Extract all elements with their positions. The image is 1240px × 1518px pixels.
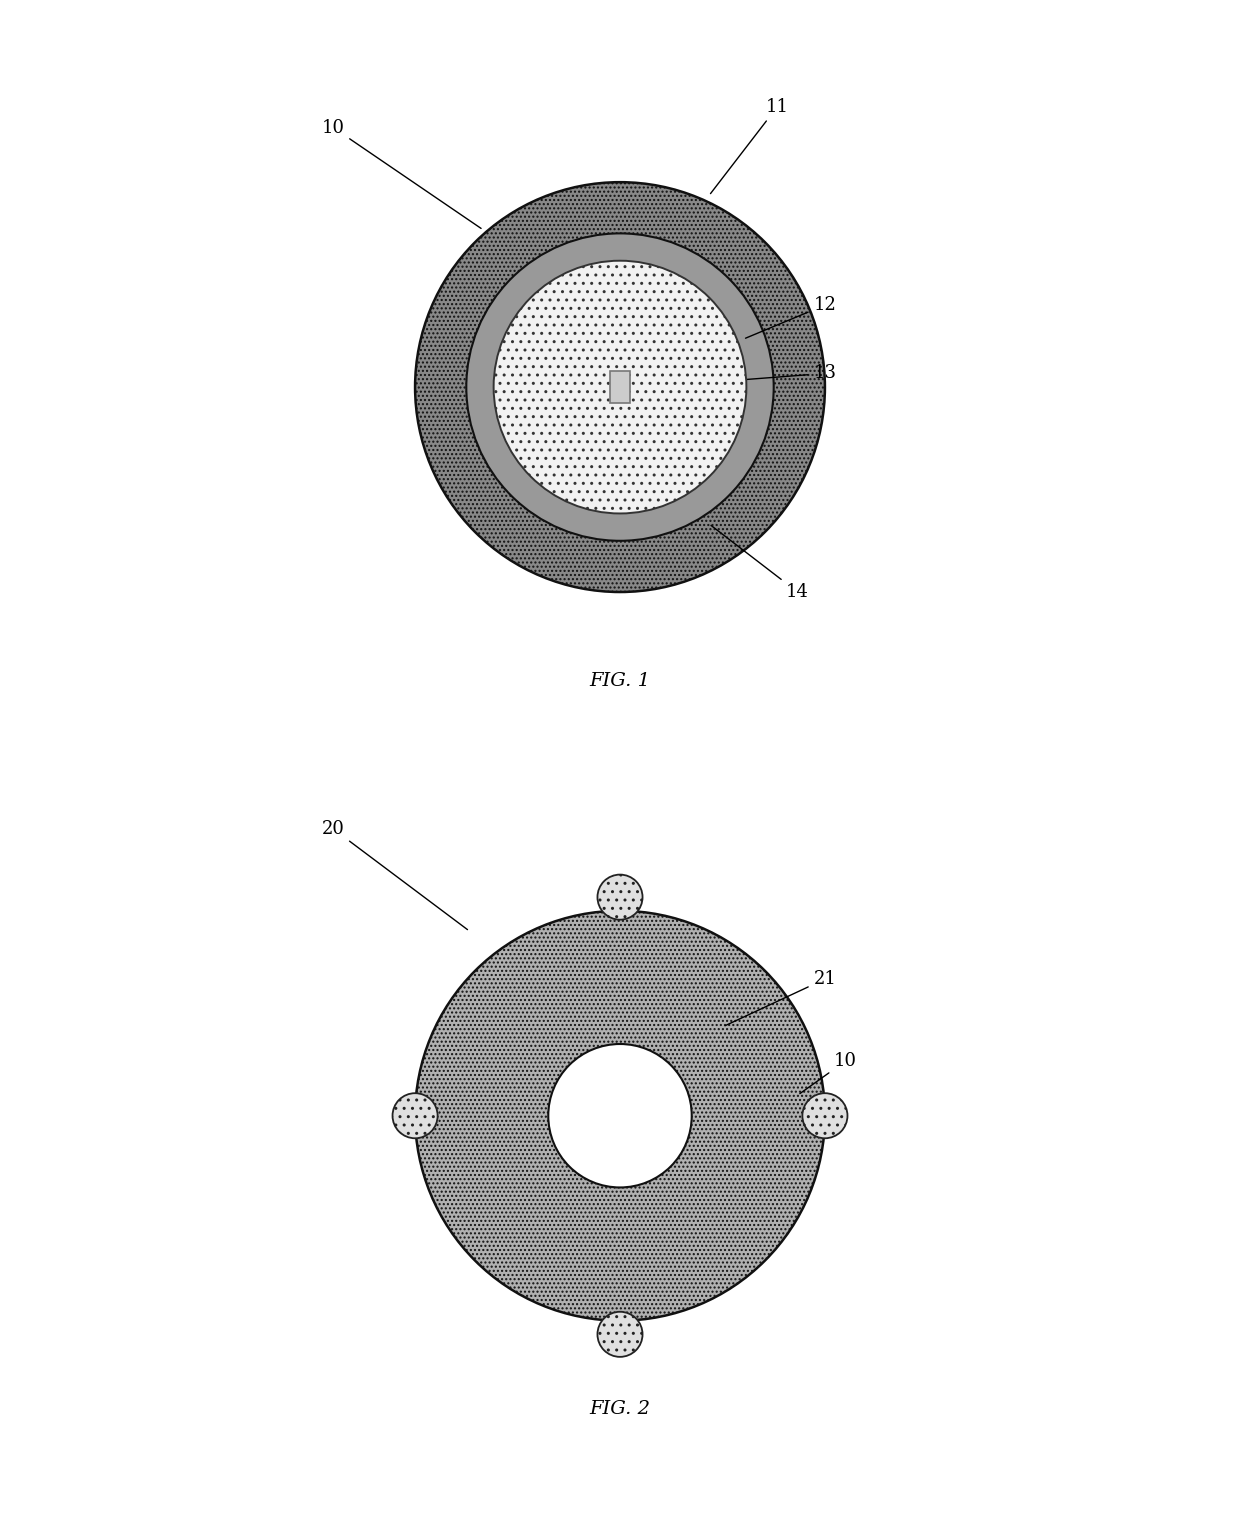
Text: 10: 10 (321, 118, 481, 228)
Text: 10: 10 (800, 1052, 857, 1093)
Circle shape (802, 1093, 847, 1138)
Text: FIG. 1: FIG. 1 (589, 672, 651, 689)
Bar (610, 370, 630, 404)
Circle shape (494, 261, 746, 513)
Text: 13: 13 (650, 364, 837, 387)
Circle shape (598, 874, 642, 920)
Text: 21: 21 (725, 970, 836, 1026)
Circle shape (415, 911, 825, 1321)
Circle shape (415, 182, 825, 592)
Circle shape (466, 234, 774, 540)
Text: 11: 11 (711, 99, 789, 194)
Text: 14: 14 (711, 525, 808, 601)
Text: FIG. 2: FIG. 2 (589, 1401, 651, 1418)
Circle shape (548, 1044, 692, 1187)
Circle shape (598, 1312, 642, 1357)
Circle shape (393, 1093, 438, 1138)
Text: 20: 20 (321, 820, 467, 929)
Text: 12: 12 (745, 296, 836, 339)
